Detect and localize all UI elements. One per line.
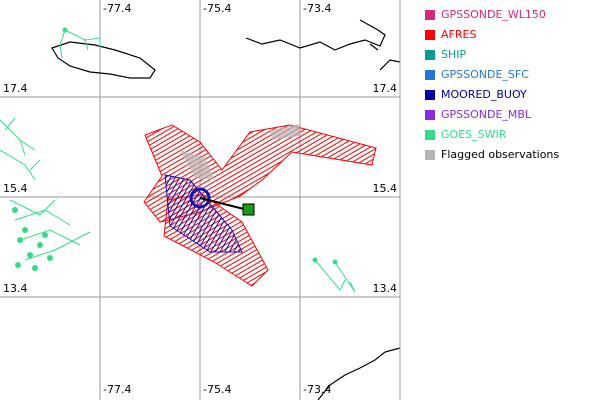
- longitude-label: -73.4: [303, 2, 331, 15]
- latitude-label: 17.4: [3, 82, 28, 95]
- legend-swatch: [425, 150, 435, 160]
- latitude-label: 15.4: [373, 182, 398, 195]
- longitude-label: -77.4: [103, 383, 131, 396]
- longitude-label: -73.4: [303, 383, 331, 396]
- legend-label: MOORED_BUOY: [441, 88, 527, 101]
- latitude-label: 13.4: [373, 282, 398, 295]
- legend-label: Flagged observations: [441, 148, 559, 161]
- legend-swatch: [425, 130, 435, 140]
- longitude-label: -75.4: [203, 383, 231, 396]
- latitude-label: 13.4: [3, 282, 28, 295]
- latitude-label: 15.4: [3, 182, 28, 195]
- legend: GPSSONDE_WL150 AFRES SHIP GPSSONDE_SFC MOORE…: [425, 8, 559, 161]
- legend-label: GPSSONDE_WL150: [441, 8, 546, 21]
- legend-swatch: [425, 90, 435, 100]
- longitude-label: -77.4: [103, 2, 131, 15]
- grid: -77.4 -77.4 -75.4 -75.4 -73.4 -73.4 17.4 17.4 15…: [0, 0, 400, 400]
- longitude-label: -75.4: [203, 2, 231, 15]
- legend-swatch: [425, 30, 435, 40]
- legend-label: AFRES: [441, 28, 476, 41]
- legend-swatch: [425, 70, 435, 80]
- legend-label: GPSSONDE_SFC: [441, 68, 529, 81]
- legend-label: SHIP: [441, 48, 466, 61]
- observations: [0, 27, 377, 293]
- legend-swatch: [425, 50, 435, 60]
- legend-label: GOES_SWIR: [441, 128, 507, 141]
- legend-swatch: [425, 110, 435, 120]
- legend-swatch: [425, 10, 435, 20]
- coastlines: [51, 19, 401, 400]
- latitude-label: 17.4: [373, 82, 398, 95]
- legend-label: GPSSONDE_MBL: [441, 108, 532, 121]
